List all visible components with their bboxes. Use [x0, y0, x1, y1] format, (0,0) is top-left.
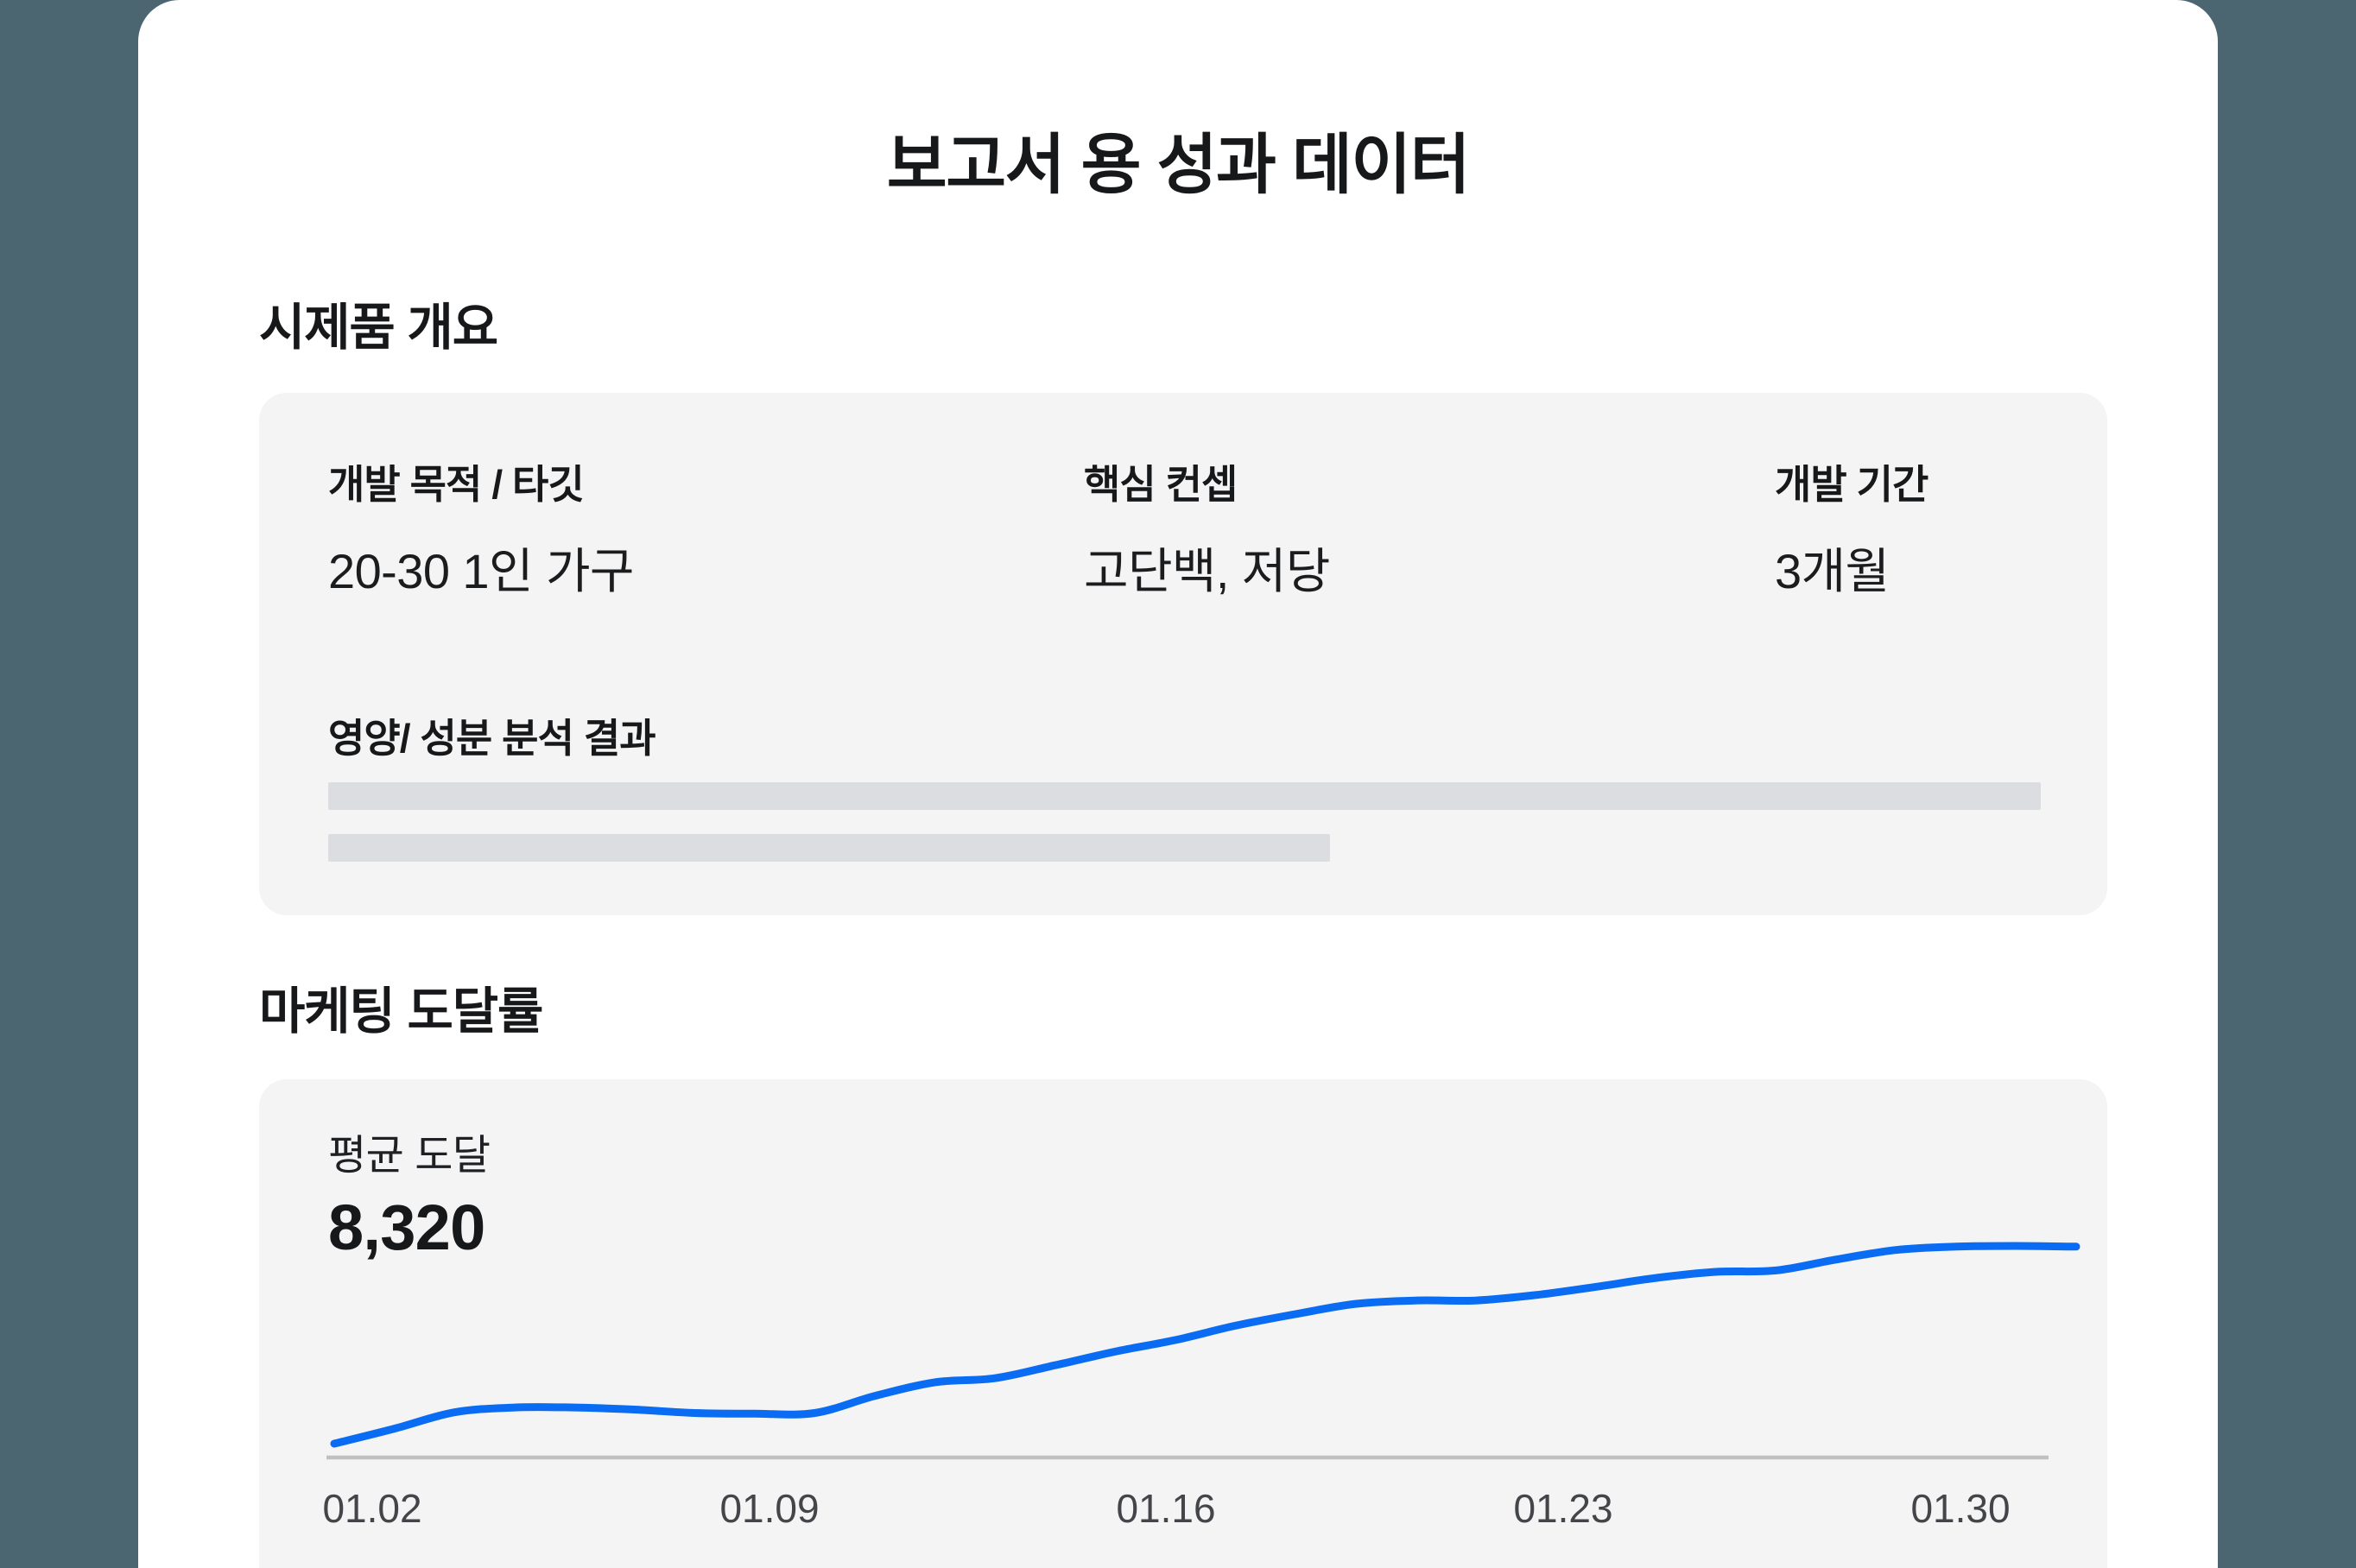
nutrition-analysis-label: 영양/ 성분 분석 결과 [328, 715, 656, 761]
section-title-marketing-reach: 마케팅 도달률 [259, 983, 543, 1040]
section-title-prototype-overview: 시제품 개요 [259, 300, 498, 356]
report-page: 보고서 용 성과 데이터 시제품 개요 개발 목적 / 타깃 20-30 1인 … [138, 0, 2218, 1568]
field-label: 핵심 컨셉 [1084, 462, 1238, 507]
x-axis-tick-label: 01.09 [719, 1486, 820, 1531]
x-axis-tick-label: 01.30 [1910, 1486, 2011, 1531]
x-axis-tick-label: 01.23 [1513, 1486, 1613, 1531]
field-core-concept: 핵심 컨셉 고단백, 저당 [1084, 460, 1775, 602]
skeleton-text-bar [328, 782, 2041, 810]
field-label: 개발 기간 [1775, 462, 1928, 507]
field-value: 20-30 1인 가구 [328, 543, 634, 598]
field-dev-period: 개발 기간 3개월 [1775, 460, 2038, 602]
field-dev-purpose-target: 개발 목적 / 타깃 20-30 1인 가구 [328, 460, 1084, 602]
reach-line-series [330, 1242, 2080, 1448]
metric-value: 8,320 [328, 1192, 485, 1263]
x-axis-tick-label: 01.16 [1116, 1486, 1216, 1531]
x-axis-tick-label: 01.02 [322, 1486, 422, 1531]
reach-line-chart [326, 1242, 2080, 1460]
marketing-reach-card: 평균 도달 8,320 01.02 01.09 01.16 01.23 01.30 [259, 1079, 2107, 1568]
field-value: 고단백, 저당 [1084, 543, 1330, 598]
skeleton-text-bar [328, 834, 1330, 862]
prototype-overview-card: 개발 목적 / 타깃 20-30 1인 가구 핵심 컨셉 고단백, 저당 개발 … [259, 393, 2107, 915]
x-axis-labels: 01.02 01.09 01.16 01.23 01.30 [259, 1483, 2107, 1544]
field-value: 3개월 [1775, 543, 1890, 598]
overview-fields-row: 개발 목적 / 타깃 20-30 1인 가구 핵심 컨셉 고단백, 저당 개발 … [328, 460, 2038, 602]
metric-label: 평균 도달 [328, 1133, 491, 1179]
field-label: 개발 목적 / 타깃 [328, 462, 585, 507]
page-title: 보고서 용 성과 데이터 [886, 129, 1471, 202]
